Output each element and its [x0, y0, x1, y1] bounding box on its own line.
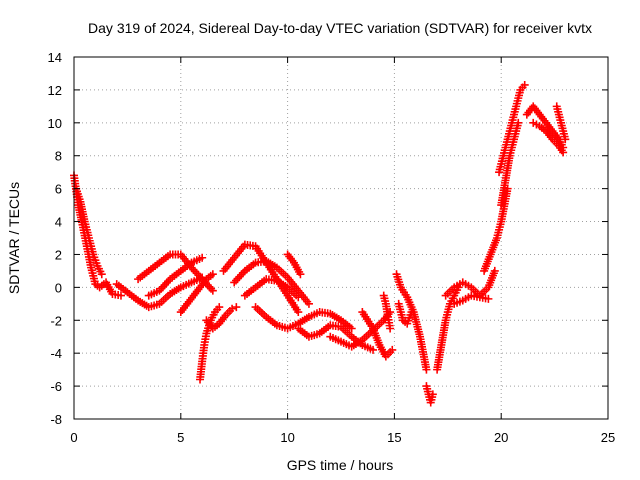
- series-arc-25: [495, 80, 529, 177]
- data-point: [490, 266, 499, 275]
- x-axis-title: GPS time / hours: [287, 457, 394, 473]
- chart-title: Day 319 of 2024, Sidereal Day-to-day VTE…: [88, 20, 592, 36]
- data-point: [97, 270, 106, 279]
- y-tick-label: 8: [55, 149, 62, 164]
- y-tick-label: 6: [55, 182, 62, 197]
- data-point: [484, 294, 493, 303]
- series-arc-18: [392, 270, 431, 374]
- x-tick-label: 20: [494, 430, 508, 445]
- data-point: [514, 118, 523, 127]
- data-point: [228, 304, 237, 313]
- axis-ticks: 0 5 10 15 20 25 -8 -6 -4 -2 0 2 4 6 8 10 12 14: [48, 50, 616, 445]
- data-point: [559, 148, 568, 157]
- series-arc-8: [202, 303, 241, 333]
- series-arc-13: [283, 250, 305, 279]
- data-point: [388, 345, 397, 354]
- plot-frame: [73, 56, 609, 420]
- x-tick-label: 25: [601, 430, 615, 445]
- series-arc-19: [394, 299, 416, 328]
- data-point: [422, 365, 431, 374]
- series-arc-7: [196, 303, 224, 384]
- data-point: [520, 80, 529, 89]
- y-tick-label: -8: [50, 412, 62, 427]
- data-points: [70, 80, 570, 407]
- data-point: [407, 308, 416, 317]
- series-arc-3: [112, 273, 207, 312]
- y-tick-label: 14: [48, 50, 62, 65]
- data-point: [561, 135, 570, 144]
- data-point: [232, 303, 241, 312]
- data-point: [294, 308, 303, 317]
- series-arc-28: [529, 118, 568, 157]
- y-tick-label: -4: [50, 346, 62, 361]
- y-tick-label: -6: [50, 379, 62, 394]
- series-arc-16: [358, 308, 397, 361]
- data-point: [428, 390, 437, 399]
- series-arc-29: [552, 102, 570, 144]
- x-tick-label: 10: [280, 430, 294, 445]
- y-tick-label: 4: [55, 215, 62, 230]
- series-arc-10: [230, 257, 313, 308]
- y-tick-label: 12: [48, 83, 62, 98]
- data-point: [347, 324, 356, 333]
- series-arc-5: [144, 253, 207, 300]
- x-tick-label: 15: [387, 430, 401, 445]
- y-tick-label: 10: [48, 116, 62, 131]
- y-tick-label: 0: [55, 280, 62, 295]
- series-arc-17: [379, 291, 395, 333]
- series-arc-2: [72, 184, 106, 279]
- data-point: [296, 270, 305, 279]
- series-arc-14: [294, 321, 378, 354]
- series-arc-6: [176, 270, 217, 317]
- data-point: [304, 299, 313, 308]
- series-arc-12: [251, 303, 356, 333]
- data-point: [294, 293, 303, 302]
- data-point: [208, 270, 217, 279]
- data-point: [369, 345, 378, 354]
- y-tick-label: -2: [50, 313, 62, 328]
- y-tick-label: 2: [55, 247, 62, 262]
- series-arc-26: [497, 118, 523, 210]
- data-point: [215, 303, 224, 312]
- data-point: [208, 286, 217, 295]
- x-tick-label: 0: [70, 430, 77, 445]
- series-arc-22: [441, 266, 499, 300]
- series-arc-23: [450, 291, 493, 308]
- x-tick-label: 5: [177, 430, 184, 445]
- data-point: [116, 291, 125, 300]
- data-point: [198, 253, 207, 262]
- series-arc-20: [422, 382, 437, 407]
- y-axis-title: SDTVAR / TECUs: [6, 182, 22, 294]
- series-arc-15: [326, 308, 395, 351]
- data-point: [386, 324, 395, 333]
- series-arc-11: [240, 275, 303, 302]
- series-arc-24: [480, 184, 512, 275]
